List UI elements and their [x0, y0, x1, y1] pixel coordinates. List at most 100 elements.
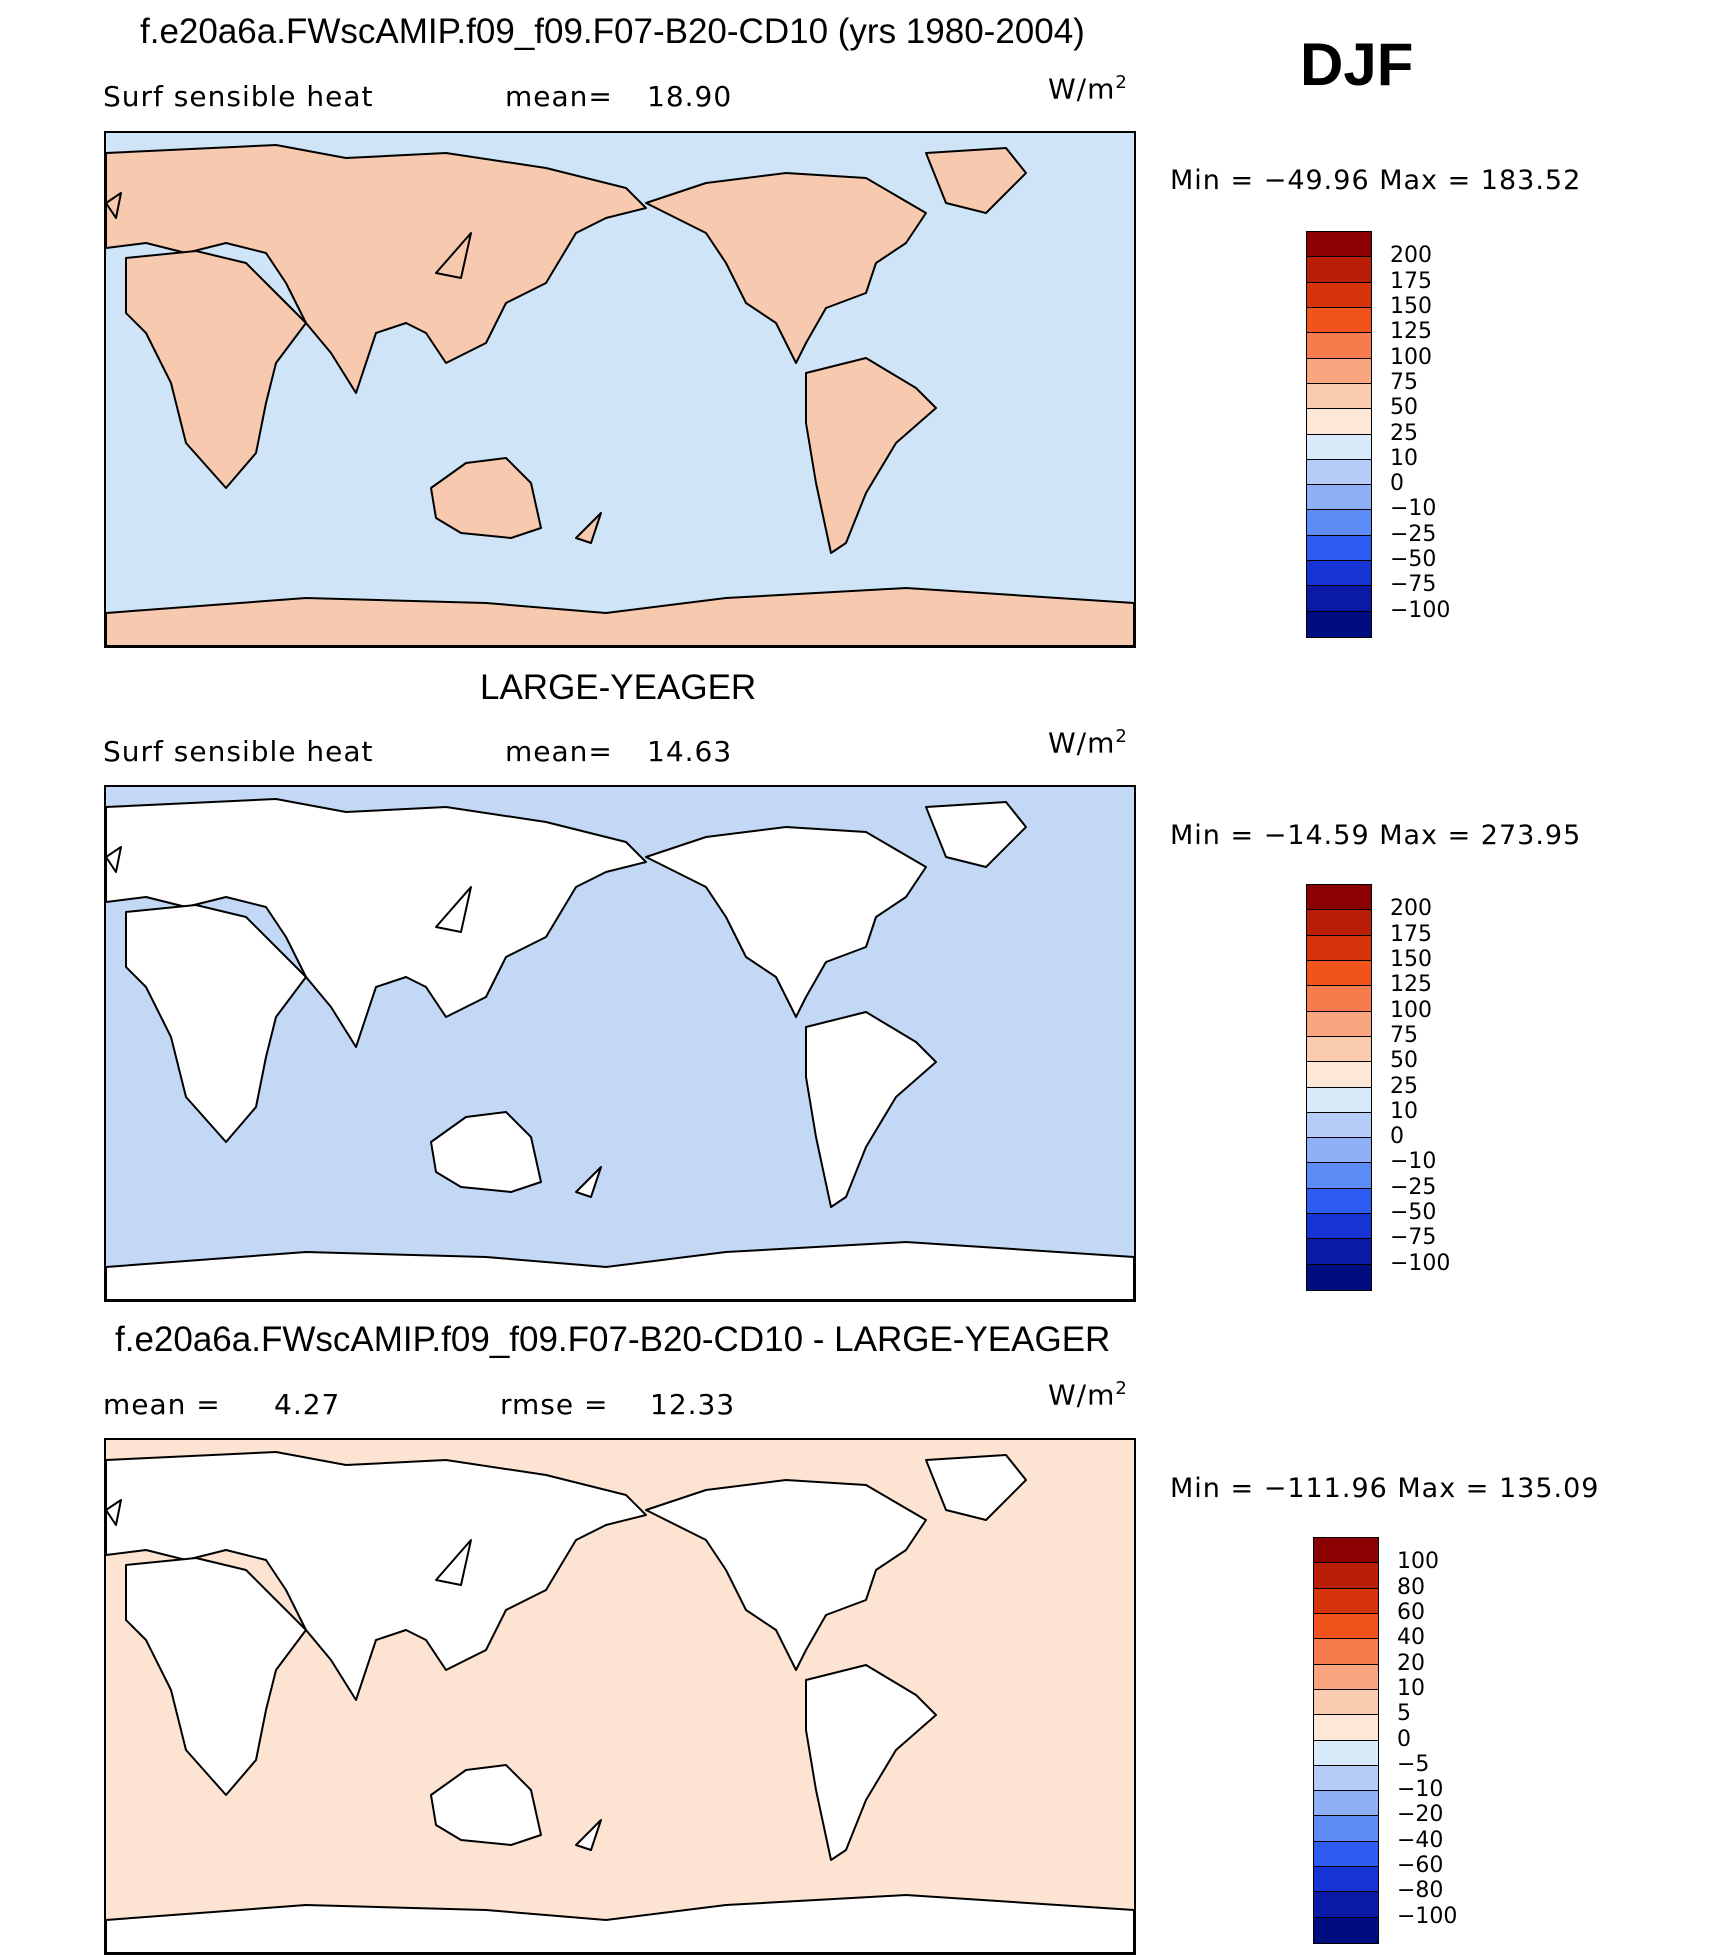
season-label: DJF	[1300, 31, 1414, 98]
coastline-africa	[125, 250, 307, 489]
colorbar-swatch	[1307, 1087, 1371, 1113]
units-text: W/m	[1048, 1378, 1116, 1412]
colorbar-label: 75	[1390, 369, 1418, 395]
colorbar-swatch	[1307, 1112, 1371, 1139]
colorbar-swatch	[1307, 885, 1371, 911]
colorbar-swatch	[1314, 1867, 1378, 1893]
colorbar-label: −25	[1390, 521, 1437, 547]
colorbar-swatch	[1314, 1664, 1378, 1690]
panel3-map	[104, 1438, 1136, 1955]
colorbar-label: 50	[1390, 1048, 1418, 1074]
colorbar-swatch	[1307, 383, 1371, 410]
units-exponent: 2	[1115, 72, 1128, 93]
colorbar-label: 25	[1390, 420, 1418, 446]
colorbar-swatch	[1307, 1188, 1371, 1215]
panel1-title: f.e20a6a.FWscAMIP.f09_f09.F07-B20-CD10 (…	[140, 12, 1085, 51]
colorbar-label: −100	[1397, 1903, 1458, 1929]
colorbar-label: 40	[1397, 1625, 1425, 1651]
colorbar-swatch	[1307, 960, 1371, 987]
colorbar-label: 175	[1390, 268, 1432, 294]
coastline-nz	[575, 512, 602, 544]
colorbar-swatch	[1307, 1163, 1371, 1189]
colorbar-label: −50	[1390, 547, 1437, 573]
colorbar-swatch	[1314, 1841, 1378, 1868]
coastline-australia	[430, 1764, 542, 1846]
units-exponent: 2	[1115, 1378, 1128, 1399]
coastline-africa	[125, 1557, 307, 1796]
colorbar-swatch	[1307, 561, 1371, 587]
panel1-map	[104, 131, 1136, 648]
colorbar-label: −5	[1397, 1751, 1430, 1777]
colorbar-label: 20	[1397, 1650, 1425, 1676]
colorbar-label: −10	[1397, 1777, 1444, 1803]
panel3-rmse-value: 12.33	[650, 1388, 736, 1421]
colorbar-label: −20	[1397, 1802, 1444, 1828]
panel3-colorbar	[1313, 1537, 1379, 1944]
colorbar-label: 150	[1390, 293, 1432, 319]
coastline-eurasia	[106, 1451, 647, 1701]
colorbar-swatch	[1307, 910, 1371, 936]
colorbar-label: −25	[1390, 1174, 1437, 1200]
colorbar-label: 125	[1390, 319, 1432, 345]
coastline-greenland	[925, 801, 1027, 868]
colorbar-label: 0	[1390, 471, 1404, 497]
panel2-world-map	[106, 787, 1134, 1300]
colorbar-swatch	[1307, 1062, 1371, 1088]
coastline-eurasia	[106, 144, 647, 394]
colorbar-swatch	[1307, 257, 1371, 283]
panel3-mean-label: mean =	[103, 1388, 221, 1421]
panel1-units: W/m2	[1048, 72, 1128, 105]
colorbar-swatch	[1307, 434, 1371, 460]
colorbar-swatch	[1314, 1765, 1378, 1792]
colorbar-label: −10	[1390, 1149, 1437, 1175]
colorbar-label: −50	[1390, 1200, 1437, 1226]
colorbar-swatch	[1307, 1214, 1371, 1240]
colorbar-label: −80	[1397, 1878, 1444, 1904]
colorbar-label: 25	[1390, 1073, 1418, 1099]
panel3-units: W/m2	[1048, 1378, 1128, 1411]
panel1-mean-value: 18.90	[647, 80, 733, 113]
colorbar-swatch	[1307, 1036, 1371, 1063]
panel3-world-map	[106, 1440, 1134, 1953]
coastline-greenland	[925, 1454, 1027, 1521]
panel2-title: LARGE-YEAGER	[480, 668, 757, 707]
coastline-australia	[430, 1111, 542, 1193]
panel3-mean-value: 4.27	[274, 1388, 341, 1421]
colorbar-label: 80	[1397, 1574, 1425, 1600]
coastline-antarctica	[106, 1241, 1134, 1300]
colorbar-label: 10	[1390, 1098, 1418, 1124]
coastline-uk	[106, 192, 122, 219]
colorbar-label: −60	[1397, 1853, 1444, 1879]
colorbar-swatch	[1307, 232, 1371, 258]
coastline-antarctica	[106, 1894, 1134, 1953]
colorbar-swatch	[1314, 1892, 1378, 1918]
coastline-japan	[435, 232, 472, 279]
colorbar-swatch	[1307, 485, 1371, 511]
colorbar-swatch	[1307, 1239, 1371, 1265]
coastline-uk	[106, 1499, 122, 1526]
panel2-units: W/m2	[1048, 726, 1128, 759]
colorbar-swatch	[1307, 611, 1371, 637]
coastline-antarctica	[106, 587, 1134, 646]
colorbar-swatch	[1307, 535, 1371, 562]
units-text: W/m	[1048, 72, 1116, 106]
coastline-greenland	[925, 147, 1027, 214]
colorbar-label: 5	[1397, 1701, 1411, 1727]
panel2-map	[104, 785, 1136, 1302]
colorbar-swatch	[1314, 1917, 1378, 1943]
panel1-mean-label: mean=	[505, 80, 613, 113]
coastline-southamerica	[805, 1011, 937, 1208]
panel3-rmse-label: rmse =	[500, 1388, 609, 1421]
coastline-japan	[435, 886, 472, 933]
coastline-japan	[435, 1539, 472, 1586]
panel2-variable: Surf sensible heat	[103, 735, 374, 768]
coastline-southamerica	[805, 357, 937, 554]
colorbar-label: 0	[1397, 1726, 1411, 1752]
colorbar-label: 60	[1397, 1599, 1425, 1625]
colorbar-label: 100	[1397, 1549, 1439, 1575]
colorbar-swatch	[1307, 935, 1371, 961]
panel2-colorbar	[1306, 884, 1372, 1291]
panel3-minmax: Min = −111.96 Max = 135.09	[1170, 1473, 1600, 1504]
coastline-nz	[575, 1819, 602, 1851]
colorbar-label: 200	[1390, 243, 1432, 269]
